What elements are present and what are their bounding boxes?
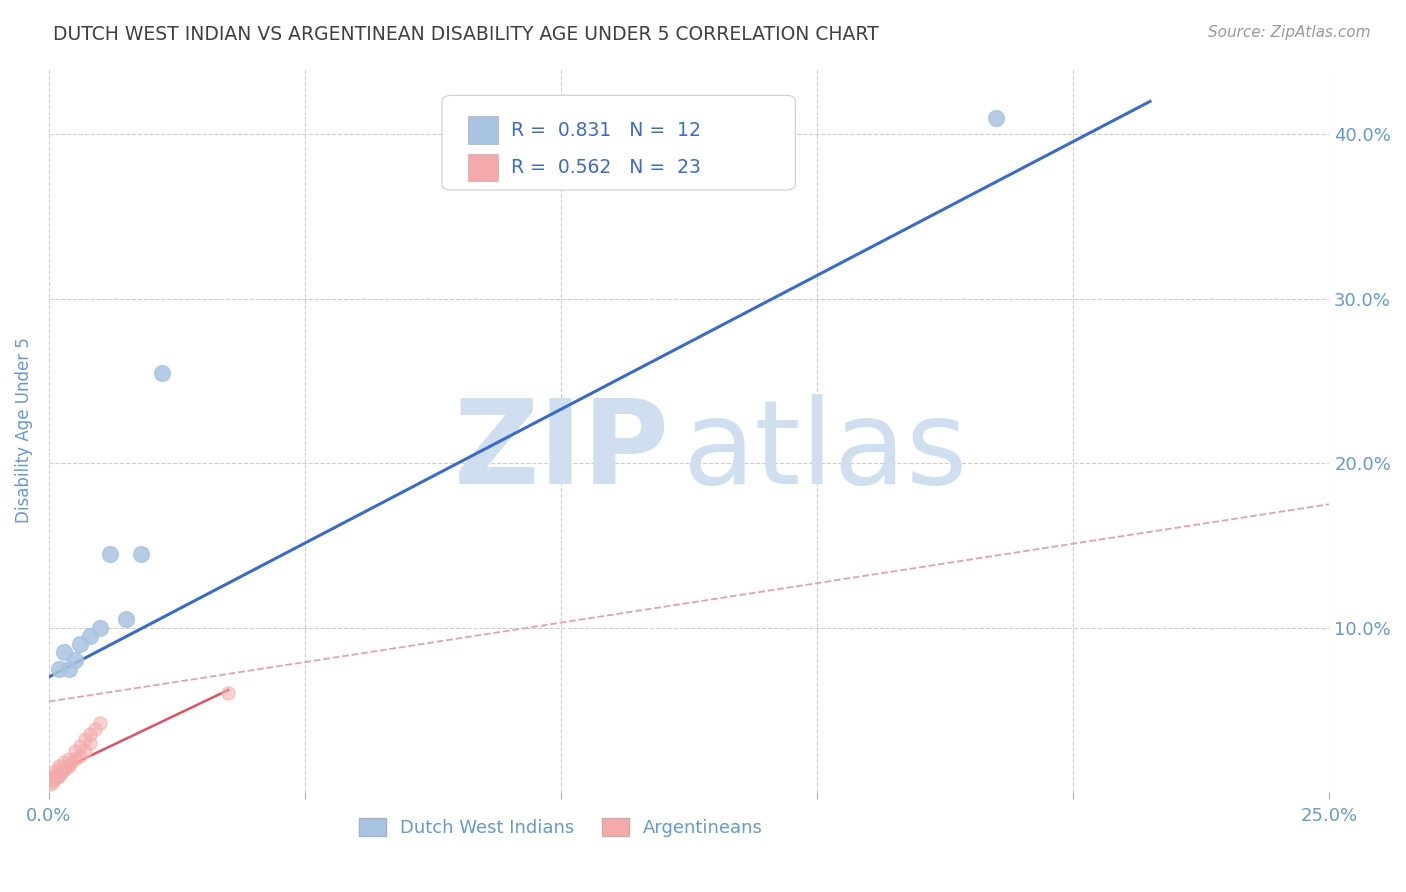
Point	[63, 752, 86, 766]
Point	[53, 762, 76, 776]
Text: R =  0.831   N =  12: R = 0.831 N = 12	[512, 120, 702, 140]
Y-axis label: Disability Age Under 5: Disability Age Under 5	[15, 337, 32, 524]
Point	[45, 772, 67, 786]
Point	[41, 768, 63, 782]
Point	[42, 772, 65, 786]
Point	[60, 756, 83, 770]
Point	[58, 758, 80, 772]
Point	[56, 760, 79, 774]
Point	[58, 662, 80, 676]
Point	[150, 366, 173, 380]
Point	[48, 762, 70, 776]
Point	[53, 645, 76, 659]
Point	[45, 768, 67, 782]
Point	[69, 739, 91, 753]
Point	[52, 764, 75, 778]
FancyBboxPatch shape	[441, 95, 796, 190]
Legend: Dutch West Indians, Argentineans: Dutch West Indians, Argentineans	[352, 811, 770, 845]
Text: DUTCH WEST INDIAN VS ARGENTINEAN DISABILITY AGE UNDER 5 CORRELATION CHART: DUTCH WEST INDIAN VS ARGENTINEAN DISABIL…	[53, 25, 879, 44]
FancyBboxPatch shape	[468, 154, 498, 181]
Point	[42, 775, 65, 789]
Point	[89, 715, 111, 730]
Text: Source: ZipAtlas.com: Source: ZipAtlas.com	[1208, 25, 1371, 40]
Point	[79, 629, 101, 643]
FancyBboxPatch shape	[468, 117, 498, 144]
Point	[79, 727, 101, 741]
Text: R =  0.562   N =  23: R = 0.562 N = 23	[512, 158, 702, 178]
Point	[48, 768, 70, 782]
Point	[84, 723, 107, 737]
Point	[114, 612, 136, 626]
Point	[89, 621, 111, 635]
Point	[49, 767, 72, 781]
Point	[51, 765, 73, 780]
Text: ZIP: ZIP	[454, 394, 669, 509]
Point	[69, 748, 91, 763]
Point	[100, 547, 122, 561]
Point	[73, 732, 96, 747]
Point	[44, 773, 66, 788]
Point	[39, 778, 62, 792]
Point	[53, 762, 76, 776]
Text: atlas: atlas	[683, 394, 969, 509]
Point	[48, 662, 70, 676]
Point	[63, 744, 86, 758]
Point	[53, 756, 76, 770]
Point	[42, 765, 65, 780]
Point	[41, 777, 63, 791]
Point	[58, 758, 80, 772]
Point	[58, 752, 80, 766]
Point	[69, 637, 91, 651]
Point	[59, 757, 82, 772]
Point	[48, 768, 70, 782]
Point	[46, 770, 69, 784]
Point	[129, 547, 152, 561]
Point	[63, 653, 86, 667]
Point	[48, 758, 70, 772]
Point	[217, 686, 239, 700]
Point	[986, 111, 1008, 125]
Point	[39, 772, 62, 786]
Point	[73, 744, 96, 758]
Point	[79, 736, 101, 750]
